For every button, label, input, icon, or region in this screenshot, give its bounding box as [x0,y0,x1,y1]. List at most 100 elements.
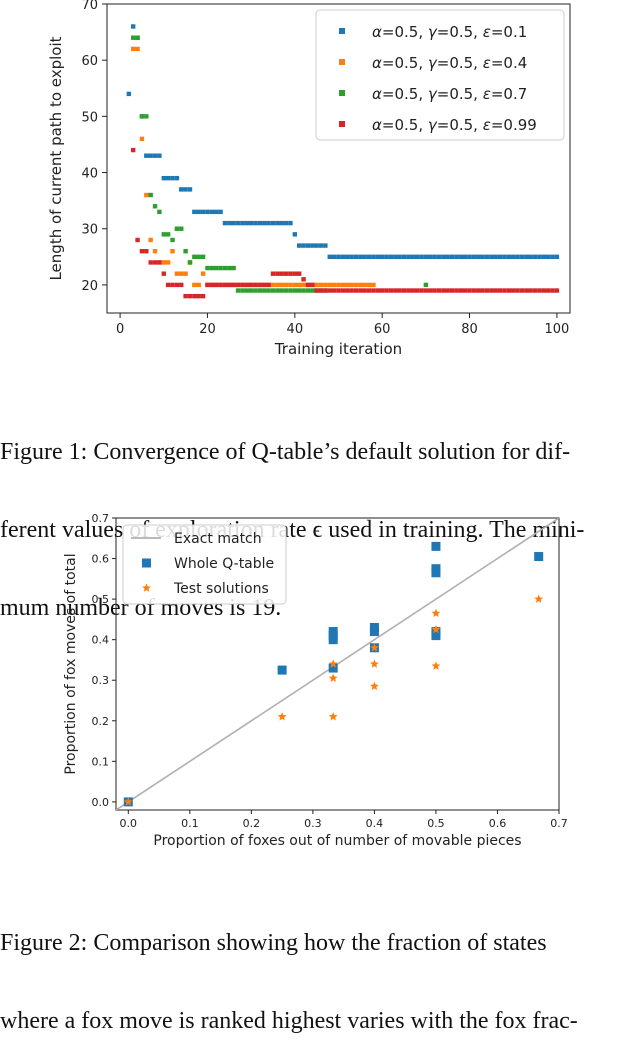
data-point [144,192,149,198]
data-point [196,254,201,260]
data-point [445,288,450,293]
data-point-star [123,797,133,806]
data-point [358,282,363,288]
legend: Exact match Whole Q-table Test solutions [122,524,287,605]
data-point [183,249,188,254]
data-point [196,282,201,288]
data-point [200,254,206,260]
data-point [511,288,516,293]
data-point [428,288,433,293]
data-point [266,282,271,288]
data-point [331,254,337,260]
data-point [362,254,367,260]
data-point [524,288,529,293]
legend-marker [339,28,345,34]
data-point-square [431,564,441,574]
data-point [187,293,193,299]
convergence-chart: 0 20 40 60 80 100 20 30 40 50 60 70 Training iterati… [47,0,571,358]
data-point [410,254,415,260]
data-point [441,288,446,293]
data-point-star [431,608,441,618]
data-point [183,293,188,299]
data-point [144,114,149,119]
data-point [218,265,223,271]
data-point [318,243,324,248]
data-point [467,288,472,293]
x-tick-label: 80 [461,322,478,337]
data-point [353,282,359,288]
data-point [240,220,245,226]
data-point [174,175,180,181]
data-point [314,288,319,293]
data-point-square [277,665,287,675]
data-point [296,271,302,276]
data-point [170,175,175,181]
data-point [305,282,311,288]
data-point [515,254,520,260]
data-point [515,288,520,293]
data-point [144,249,149,254]
data-point [331,288,337,293]
data-point [336,282,341,288]
legend-frame [122,524,287,605]
data-point [489,288,494,293]
data-point [152,249,158,254]
data-point [327,254,332,260]
data-point [244,282,249,288]
data-point [414,254,420,260]
data-point [196,293,201,299]
data-point-square [431,541,441,551]
data-point [528,254,533,260]
data-point [262,220,267,226]
data-point [476,254,481,260]
data-point [262,282,267,288]
data-point [318,288,324,293]
data-point [454,254,459,260]
data-point [288,282,293,288]
data-point [248,220,254,226]
data-point [454,288,459,293]
data-point [275,220,280,226]
data-point [275,271,280,276]
data-point [275,288,280,293]
legend-marker [339,121,345,127]
data-point [248,288,254,293]
data-point [301,243,306,248]
data-point [480,288,485,293]
data-point [545,254,551,260]
data-point [388,288,394,293]
data-point [170,249,175,254]
data-point [213,265,219,271]
data-point [288,271,293,276]
data-point-square [328,663,338,673]
data-point [148,237,153,243]
data-point-star [534,594,544,603]
legend-frame [315,9,565,141]
data-point [506,254,512,260]
x-tick-label: 40 [287,322,304,337]
x-tick-label: 100 [544,322,569,337]
data-point [353,254,359,260]
data-point [537,288,542,293]
y-tick-label: 0.2 [92,715,110,728]
y-tick-label: 0.1 [92,755,110,768]
data-point [349,288,354,293]
data-point [292,232,298,237]
legend-marker [339,90,345,96]
data-point [436,254,442,260]
x-axis-label: Training iteration [274,340,402,358]
data-point [296,282,302,288]
y-tick-label: 50 [81,110,98,125]
data-point [152,153,158,158]
data-point [371,282,376,288]
data-point [135,35,140,40]
data-point [484,254,490,260]
data-point [502,288,507,293]
data-point-square [328,627,338,637]
fox-proportion-chart: 0.0 0.1 0.2 0.3 0.4 0.5 0.6 0.7 0.0 0.1 0.2 0.3 0.4 0… [63,512,568,849]
data-point [423,282,429,288]
data-point [550,254,555,260]
data-point [331,282,337,288]
data-point [157,209,162,215]
data-point [345,288,350,293]
